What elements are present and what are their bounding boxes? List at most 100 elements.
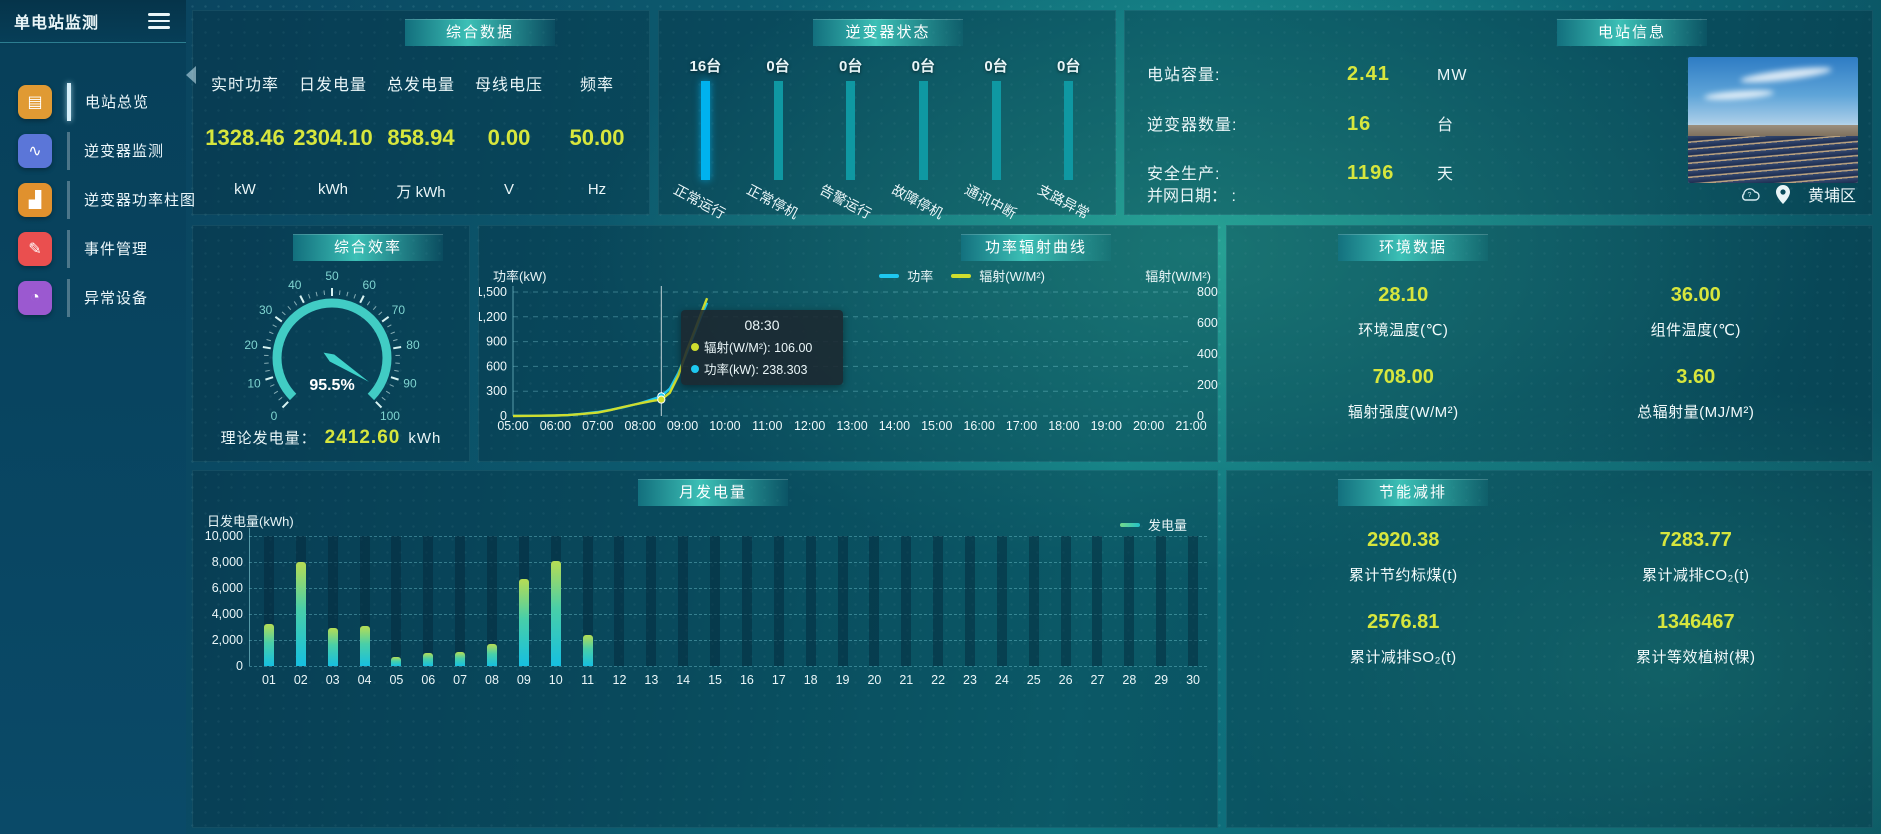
- sidebar-item-event-management[interactable]: ✎ 事件管理: [0, 224, 186, 273]
- gauge-tick: [393, 346, 402, 350]
- tooltip-time: 08:30: [744, 317, 780, 333]
- active-indicator: [67, 82, 71, 121]
- sidebar-collapse-arrow[interactable]: [186, 66, 196, 84]
- stat-unit: V: [503, 181, 514, 198]
- status-bar[interactable]: [700, 81, 710, 180]
- info-unit: 台: [1437, 116, 1455, 134]
- bar-background: [1156, 536, 1167, 666]
- radiation-legend-label[interactable]: 辐射(W/M²): [979, 269, 1045, 284]
- stat-value: 858.94: [387, 125, 455, 150]
- x-tick-label: 14: [676, 673, 691, 687]
- x-tick-label: 13:00: [836, 419, 867, 433]
- stat-label: 实时功率: [210, 77, 279, 94]
- series-line-power[interactable]: [513, 302, 709, 417]
- info-value: 1196: [1347, 162, 1395, 184]
- bar-day-10[interactable]: [550, 560, 561, 666]
- inverter-status-column[interactable]: 0台 支路异常: [1032, 55, 1105, 222]
- status-bar[interactable]: [918, 81, 928, 180]
- station-info-row: 电站容量: 2.41 MW: [1147, 61, 1688, 86]
- bar-day-09[interactable]: [518, 578, 529, 666]
- station-info-row: 安全生产: 1196 天: [1147, 160, 1688, 185]
- radiation-legend-swatch[interactable]: [951, 273, 972, 278]
- sidebar-header: 单电站监测: [0, 0, 186, 43]
- bar-day-06[interactable]: [423, 653, 434, 666]
- bar-background: [263, 536, 274, 666]
- x-tick-label: 19: [835, 673, 850, 687]
- stat-value: 1346467: [1656, 611, 1735, 633]
- y-tick-label: 600: [486, 359, 507, 373]
- gauge-tick: [265, 376, 274, 381]
- inverter-status-column[interactable]: 16台 正常运行: [669, 55, 742, 222]
- x-tick-label: 16:00: [963, 419, 994, 433]
- gauge-tick: [270, 384, 275, 387]
- sidebar: 单电站监测 ▤ 电站总览 ∿ 逆变器监测 ▟ 逆变器功率柱图 ✎ 事件管理 ◔ 异常设备: [0, 0, 195, 834]
- bar-background: [1028, 536, 1039, 666]
- gauge-tick: [366, 301, 371, 306]
- stat-label: 组件温度(℃): [1650, 322, 1741, 339]
- bar-day-08[interactable]: [487, 643, 497, 666]
- gauge-tick: [390, 331, 396, 335]
- y2-tick-label: 800: [1197, 285, 1218, 299]
- active-indicator: [67, 131, 70, 170]
- inverter-status-column[interactable]: 0台 正常停机: [742, 55, 815, 222]
- stat-label: 母线电压: [474, 77, 543, 94]
- x-tick-label: 25: [1026, 673, 1041, 687]
- station-location[interactable]: 黄埔区: [1807, 188, 1856, 205]
- bar-background: [837, 536, 848, 666]
- sidebar-item-inverter-power-bars[interactable]: ▟ 逆变器功率柱图: [0, 175, 195, 224]
- x-tick-label: 15: [708, 673, 723, 687]
- sidebar-item-inverter-monitor[interactable]: ∿ 逆变器监测: [0, 126, 186, 175]
- bar-background: [582, 536, 593, 666]
- status-bar[interactable]: [991, 81, 1001, 180]
- bar-day-07[interactable]: [455, 651, 466, 666]
- y-axis: [249, 528, 250, 666]
- grid-date-label: 并网日期： :: [1147, 188, 1236, 205]
- theory-value: 2412.60: [324, 427, 401, 448]
- generation-legend-label[interactable]: 发电量: [1147, 518, 1187, 533]
- bar-day-02[interactable]: [295, 562, 306, 666]
- stat-value: 3.60: [1676, 366, 1716, 388]
- bar-background: [773, 536, 784, 666]
- bar-day-03[interactable]: [327, 628, 338, 666]
- status-count: 0台: [911, 58, 936, 75]
- bar-day-01[interactable]: [263, 624, 274, 666]
- bar-day-04[interactable]: [359, 625, 370, 666]
- monthly-energy-chart[interactable]: 0 2,000 4,000 6,000 8,000 10,000 01 02 03 04 05 06 0…: [193, 471, 1217, 827]
- sidebar-item-label: 电站总览: [85, 94, 150, 111]
- power-legend-swatch[interactable]: [879, 273, 900, 278]
- power-radiation-chart[interactable]: 0 300 600 900 1,200 1,500 0 200 400 600 800 05:00 06…: [479, 256, 1219, 463]
- status-bar[interactable]: [846, 81, 856, 180]
- status-bar[interactable]: [1064, 81, 1074, 180]
- tooltip-series-dot: [691, 342, 699, 351]
- generation-legend-swatch[interactable]: [1119, 522, 1140, 527]
- y-tick-label: 4,000: [211, 607, 243, 621]
- gauge-tick: [266, 339, 272, 342]
- bar-background: [1060, 536, 1071, 666]
- weather-cloud-icon[interactable]: ?: [1738, 186, 1762, 202]
- bar-day-11[interactable]: [582, 634, 593, 666]
- x-tick-label: 27: [1090, 673, 1105, 687]
- stat-unit: 万 kWh: [396, 184, 446, 201]
- gauge-tick: [394, 369, 399, 372]
- inverter-status-column[interactable]: 0台 故障停机: [887, 55, 960, 222]
- panel-title: 功率辐射曲线: [961, 234, 1111, 261]
- x-tick-label: 26: [1058, 673, 1073, 687]
- sidebar-item-station-overview[interactable]: ▤ 电站总览: [0, 77, 186, 126]
- x-tick-label: 09:00: [667, 419, 698, 433]
- abnormal-devices-icon: ◔: [18, 280, 52, 315]
- status-bar[interactable]: [773, 81, 783, 180]
- menu-toggle-icon[interactable]: [146, 9, 172, 33]
- series-line-radiation[interactable]: [512, 297, 709, 418]
- location-pin-icon[interactable]: [1775, 184, 1790, 204]
- gridline: [249, 562, 1207, 563]
- power-legend-label[interactable]: 功率: [907, 269, 934, 284]
- gauge-tick: [287, 305, 292, 311]
- inverter-status-column[interactable]: 0台 告警运行: [814, 55, 887, 222]
- sidebar-item-abnormal-devices[interactable]: ◔ 异常设备: [0, 273, 186, 322]
- environment-stat: 28.10 环境温度(℃): [1257, 284, 1550, 340]
- stat-unit: kW: [234, 181, 256, 198]
- inverter-status-column[interactable]: 0台 通讯中断: [960, 55, 1033, 222]
- y-tick-label: 6,000: [211, 581, 243, 595]
- bar-background: [965, 536, 975, 666]
- bar-day-05[interactable]: [391, 656, 402, 666]
